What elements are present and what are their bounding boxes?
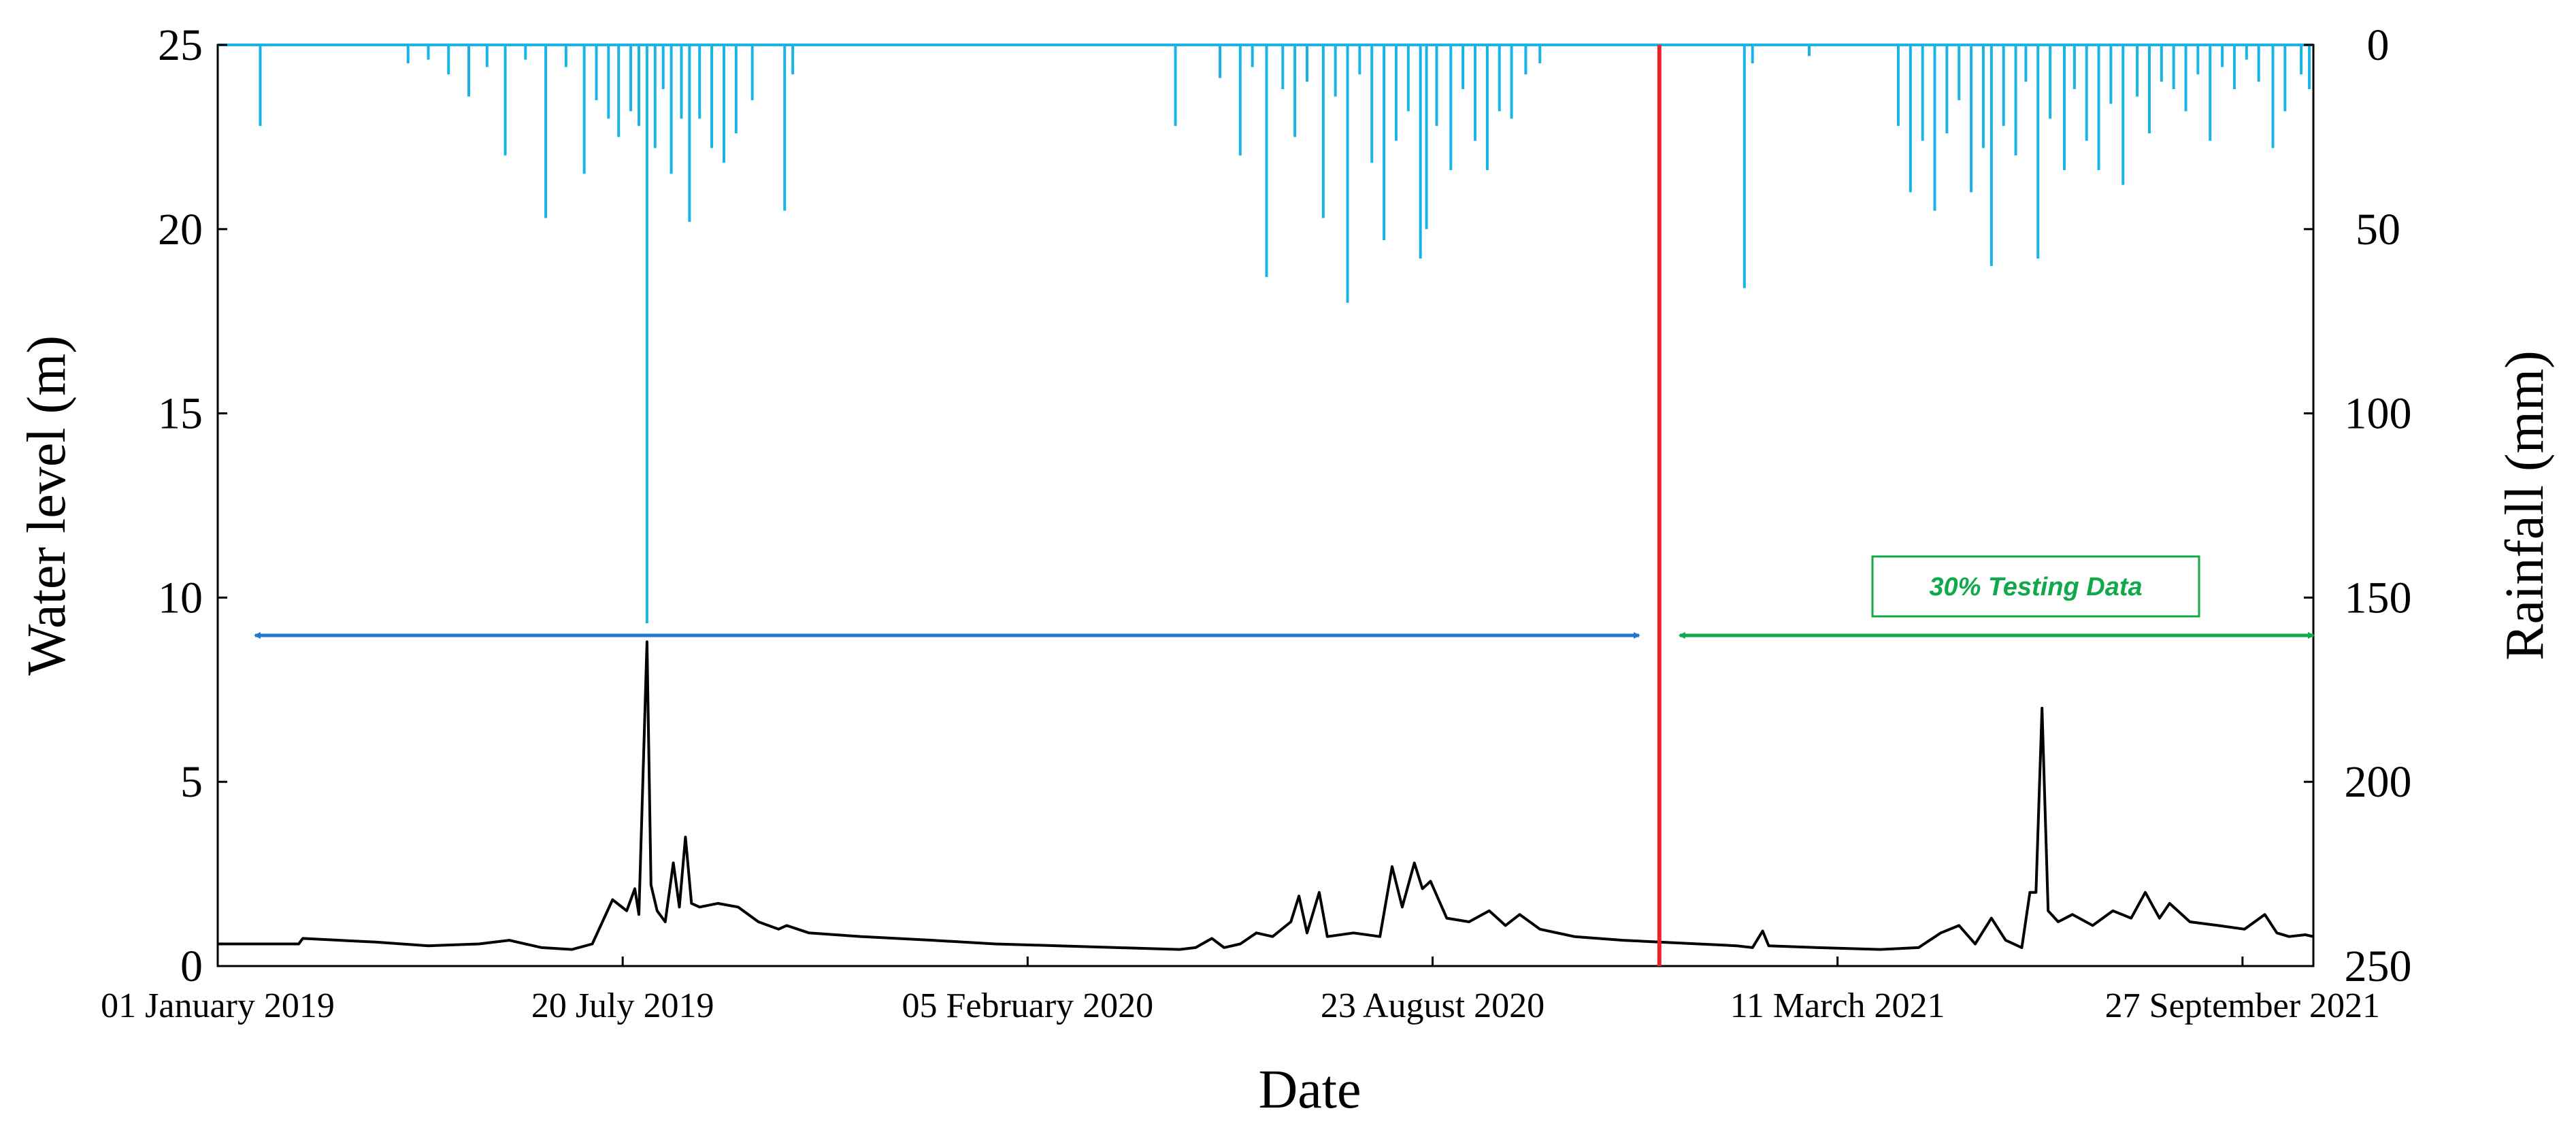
- left-tick-label: 20: [158, 205, 203, 254]
- testing-data-label-box: [1871, 555, 2200, 618]
- left-tick-label: 0: [180, 942, 203, 991]
- x-axis: 01 January 2019 20 July 2019 05 February 2…: [101, 957, 2380, 1025]
- x-tick-label: 05 February 2020: [902, 986, 1153, 1025]
- right-axis-title: Rainfall (mm): [2495, 350, 2555, 660]
- water-level-line: [218, 640, 2314, 951]
- water-level-series: [218, 640, 2314, 951]
- x-axis-title: Date: [1258, 1060, 1361, 1120]
- x-tick-label: 11 March 2021: [1730, 986, 1945, 1025]
- testing-data-label: 30% Testing Data: [1929, 573, 2142, 601]
- left-axis: 0 5 10 15 20 25: [158, 20, 227, 991]
- right-axis: 0 50 100 150 200 250: [2304, 20, 2412, 991]
- right-tick-label: 50: [2356, 205, 2400, 254]
- x-tick-label: 01 January 2019: [101, 986, 335, 1025]
- x-tick-label: 23 August 2020: [1321, 986, 1545, 1025]
- x-tick-label: 27 September 2021: [2105, 986, 2380, 1025]
- left-tick-label: 25: [158, 20, 203, 70]
- rainfall-series: [259, 45, 2311, 624]
- left-tick-label: 5: [180, 757, 203, 807]
- right-tick-label: 150: [2345, 573, 2412, 622]
- right-tick-label: 250: [2345, 942, 2412, 991]
- right-tick-label: 0: [2367, 20, 2390, 70]
- x-tick-label: 20 July 2019: [531, 986, 714, 1025]
- left-tick-label: 10: [158, 573, 203, 622]
- right-tick-label: 100: [2345, 389, 2412, 439]
- right-tick-label: 200: [2345, 757, 2412, 807]
- left-axis-title: Water level (m): [17, 335, 77, 676]
- left-tick-label: 15: [158, 389, 203, 439]
